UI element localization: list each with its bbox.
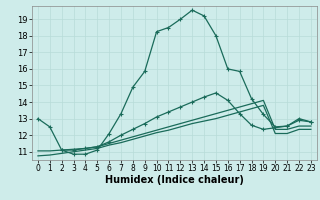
X-axis label: Humidex (Indice chaleur): Humidex (Indice chaleur) <box>105 175 244 185</box>
